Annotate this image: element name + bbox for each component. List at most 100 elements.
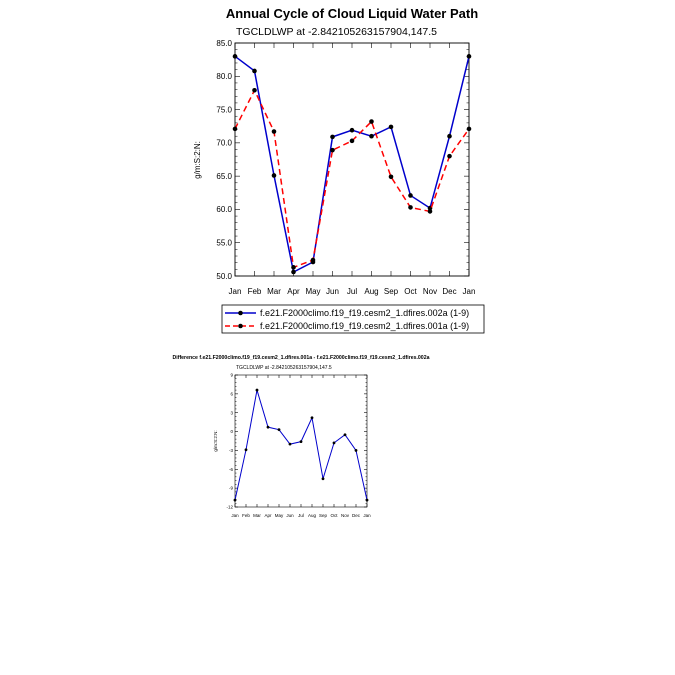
main-series-1-point bbox=[466, 54, 472, 59]
diff-series-1-point bbox=[244, 448, 248, 452]
diff-series-1-point bbox=[233, 498, 237, 502]
main-x-tick-label: May bbox=[305, 287, 320, 296]
diff-series-1-point bbox=[288, 442, 292, 446]
main-series-line-1 bbox=[234, 55, 470, 274]
main-series-1-point bbox=[447, 133, 452, 139]
main-series-1-point bbox=[369, 133, 374, 139]
main-series-1-point bbox=[291, 269, 296, 275]
main-series-2-point bbox=[349, 138, 355, 144]
main-series-1-point bbox=[252, 68, 257, 74]
diff-y-tick-label: 6 bbox=[230, 391, 233, 396]
diff-series-1-point bbox=[277, 428, 281, 432]
legend-marker-series-1 bbox=[238, 310, 243, 316]
legend-box bbox=[221, 304, 485, 334]
diff-x-tick-label: Nov bbox=[341, 513, 350, 518]
main-x-tick-label: Apr bbox=[287, 287, 300, 296]
legend-label-series-1: f.e21.F2000climo.f19_f19.cesm2_1.dfires.… bbox=[260, 308, 469, 318]
diff-chart-title: Difference f.e21.F2000climo.f19_f19.cesm… bbox=[173, 355, 430, 361]
main-series-2-point bbox=[330, 147, 335, 153]
main-y-tick-labels: 50.0 55.0 60.0 65.0 70.0 75.0 80.0 85.0 bbox=[216, 39, 232, 281]
diff-y-axis-label: g/m:S:2:N: bbox=[213, 430, 218, 451]
diff-x-tick-label: May bbox=[275, 513, 284, 518]
legend-label-series-2: f.e21.F2000climo.f19_f19.cesm2_1.dfires.… bbox=[260, 321, 469, 331]
main-y-tick-label: 60.0 bbox=[216, 205, 232, 214]
main-series-2-point bbox=[291, 265, 296, 270]
main-y-tick-label: 50.0 bbox=[216, 272, 232, 281]
main-x-tick-label: Jan bbox=[463, 287, 476, 296]
main-chart: Annual Cycle of Cloud Liquid Water Path … bbox=[193, 6, 478, 296]
main-y-tick-label: 85.0 bbox=[216, 39, 232, 48]
main-series-line-2 bbox=[234, 88, 470, 269]
main-y-tick-label: 75.0 bbox=[216, 105, 232, 114]
diff-series-1-point bbox=[354, 449, 358, 452]
diff-series-1-point bbox=[255, 388, 259, 392]
main-x-tick-label: Feb bbox=[248, 287, 262, 296]
diff-x-tick-label: Aug bbox=[308, 513, 317, 518]
main-series-2-point bbox=[447, 153, 452, 159]
main-x-tick-label: Aug bbox=[364, 287, 378, 296]
legend: f.e21.F2000climo.f19_f19.cesm2_1.dfires.… bbox=[221, 304, 485, 334]
main-x-tick-label: Dec bbox=[442, 287, 456, 296]
diff-series-1-point bbox=[266, 425, 270, 429]
main-x-tick-label: Nov bbox=[423, 287, 437, 296]
main-series-1-point bbox=[408, 193, 413, 198]
diff-y-tick-labels: -12 -9 -6 -3 0 3 6 9 bbox=[226, 373, 233, 510]
diff-series-1-point bbox=[332, 441, 336, 445]
main-series-2-point bbox=[271, 129, 277, 134]
main-x-tick-label: Sep bbox=[384, 287, 399, 296]
diff-x-tick-label: Mar bbox=[253, 513, 261, 518]
main-series-2-point bbox=[252, 87, 257, 93]
diff-series-1-point bbox=[343, 433, 347, 437]
legend-marker-series-2 bbox=[238, 323, 243, 329]
diff-x-tick-labels: Jan Feb Mar Apr May Jun Jul Aug Sep Oct Nov Dec Jan bbox=[231, 513, 371, 518]
diff-plot-area bbox=[234, 374, 368, 508]
diff-series-1-point bbox=[299, 440, 303, 444]
main-x-tick-labels: Jan Feb Mar Apr May Jun Jul Aug Sep Oct Nov Dec Jan bbox=[229, 287, 476, 296]
main-series-2-point bbox=[232, 126, 238, 132]
main-plot-area bbox=[234, 42, 470, 277]
main-series-1-point bbox=[232, 54, 238, 59]
main-series-1-point bbox=[349, 127, 355, 133]
main-series-1-point bbox=[388, 124, 394, 130]
main-chart-subtitle: TGCLDLWP at -2.842105263157904,147.5 bbox=[236, 26, 437, 38]
main-series-2-point bbox=[408, 205, 413, 210]
diff-y-tick-label: 0 bbox=[230, 429, 233, 434]
main-series-1-point bbox=[271, 173, 277, 178]
diff-x-tick-label: Feb bbox=[242, 513, 250, 518]
main-plot-frame bbox=[234, 42, 470, 277]
diff-y-tick-label: 3 bbox=[230, 410, 233, 415]
diff-series-group bbox=[233, 388, 369, 502]
main-series-1-point bbox=[330, 134, 335, 140]
main-chart-title: Annual Cycle of Cloud Liquid Water Path bbox=[226, 6, 478, 21]
diff-y-tick-label: -3 bbox=[229, 448, 233, 453]
main-x-tick-label: Jul bbox=[347, 287, 357, 296]
main-series-2-point bbox=[388, 174, 394, 180]
main-y-tick-label: 65.0 bbox=[216, 172, 232, 181]
diff-series-line-1 bbox=[234, 389, 368, 501]
main-y-tick-label: 55.0 bbox=[216, 239, 232, 248]
diff-x-tick-label: Sep bbox=[319, 513, 328, 518]
main-x-tick-label: Jan bbox=[229, 287, 242, 296]
diff-chart: Difference f.e21.F2000climo.f19_f19.cesm… bbox=[173, 355, 430, 518]
diff-series-1-point bbox=[365, 498, 369, 502]
diff-x-tick-label: Jun bbox=[286, 513, 294, 518]
diff-y-tick-label: -9 bbox=[229, 486, 233, 491]
main-series-2-point bbox=[310, 257, 316, 263]
diff-y-tick-label: 9 bbox=[230, 373, 233, 378]
diff-series-1-point bbox=[310, 416, 314, 420]
main-x-tick-label: Mar bbox=[267, 287, 281, 296]
diff-x-tick-label: Jul bbox=[298, 513, 304, 518]
main-series-2-point bbox=[427, 209, 433, 214]
diff-x-tick-label: Dec bbox=[352, 513, 361, 518]
diff-y-tick-label: -12 bbox=[226, 505, 233, 510]
diff-x-tick-label: Jan bbox=[363, 513, 371, 518]
diff-x-tick-label: Oct bbox=[330, 513, 338, 518]
main-series-2-point bbox=[369, 119, 374, 124]
main-y-tick-label: 80.0 bbox=[216, 72, 232, 81]
main-y-tick-label: 70.0 bbox=[216, 139, 232, 148]
diff-series-1-point bbox=[321, 477, 325, 481]
main-y-axis-label: g/m:S:2:N: bbox=[193, 141, 202, 179]
diff-x-tick-label: Jan bbox=[231, 513, 239, 518]
main-series-2-point bbox=[466, 126, 472, 132]
